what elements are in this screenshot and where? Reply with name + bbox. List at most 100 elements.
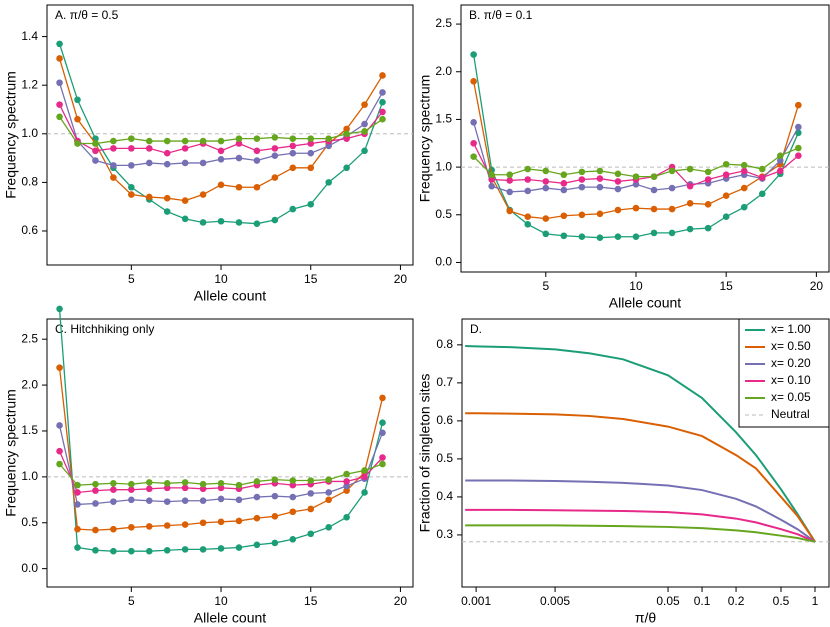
x-tick-label: 5 bbox=[128, 272, 135, 286]
data-point bbox=[145, 193, 153, 201]
data-point bbox=[217, 484, 225, 492]
data-point bbox=[343, 125, 350, 133]
data-point bbox=[163, 546, 171, 554]
data-point bbox=[235, 183, 243, 191]
data-point bbox=[271, 174, 279, 181]
data-point bbox=[110, 174, 117, 181]
data-point bbox=[128, 191, 135, 198]
data-point bbox=[361, 147, 368, 155]
data-point bbox=[181, 145, 189, 152]
legend-frame bbox=[738, 318, 830, 428]
data-point bbox=[470, 153, 477, 160]
data-point bbox=[181, 137, 189, 145]
data-point bbox=[56, 422, 63, 429]
x-tick-label: 0.001 bbox=[461, 594, 491, 608]
data-point bbox=[343, 470, 350, 478]
data-point bbox=[235, 135, 243, 142]
data-point bbox=[343, 130, 350, 138]
data-point bbox=[289, 149, 297, 157]
data-point bbox=[578, 176, 586, 183]
legend-label: x= 0.10 bbox=[771, 373, 811, 387]
data-point bbox=[235, 481, 243, 489]
data-point bbox=[307, 140, 315, 147]
data-point bbox=[596, 210, 604, 218]
legend-label: x= 0.50 bbox=[771, 339, 811, 353]
data-point bbox=[560, 171, 568, 179]
data-point bbox=[128, 162, 135, 169]
data-point bbox=[199, 191, 207, 198]
data-point bbox=[740, 167, 748, 175]
data-point bbox=[578, 211, 586, 219]
y-tick-label: 0.3 bbox=[436, 527, 453, 541]
data-point bbox=[56, 305, 63, 313]
x-tick-label: 0.005 bbox=[540, 594, 570, 608]
data-point bbox=[199, 480, 207, 488]
data-point bbox=[379, 98, 386, 106]
data-point bbox=[758, 165, 766, 173]
data-point bbox=[235, 154, 243, 162]
data-point bbox=[596, 175, 604, 182]
data-point bbox=[253, 147, 261, 155]
data-point bbox=[686, 200, 694, 207]
data-point bbox=[668, 205, 676, 213]
data-point bbox=[578, 233, 586, 241]
y-tick-label: 1.0 bbox=[21, 469, 38, 483]
panel-title: C. Hitchhiking only bbox=[55, 322, 154, 336]
data-point bbox=[361, 101, 368, 108]
data-point bbox=[560, 212, 568, 220]
data-point bbox=[614, 178, 622, 185]
data-point bbox=[668, 184, 676, 192]
data-point bbox=[128, 496, 135, 504]
data-point bbox=[217, 217, 225, 225]
y-tick-label: 1.2 bbox=[21, 77, 38, 91]
data-point bbox=[74, 525, 81, 533]
x-tick-label: 0.1 bbox=[694, 594, 711, 608]
plot-frame bbox=[46, 318, 414, 588]
data-point bbox=[163, 484, 171, 492]
data-point bbox=[614, 206, 622, 214]
data-point bbox=[56, 40, 63, 48]
data-point bbox=[488, 171, 495, 179]
data-point bbox=[181, 497, 189, 505]
data-point bbox=[271, 539, 279, 547]
data-point bbox=[110, 525, 117, 533]
data-point bbox=[668, 229, 676, 237]
data-point bbox=[614, 185, 622, 193]
x-tick-label: 1 bbox=[812, 594, 819, 608]
data-point bbox=[56, 460, 63, 468]
data-point bbox=[199, 497, 207, 505]
data-point bbox=[325, 524, 332, 531]
data-point bbox=[686, 165, 694, 173]
data-point bbox=[506, 207, 514, 215]
data-point bbox=[560, 186, 568, 194]
y-tick-label: 0.4 bbox=[436, 489, 453, 503]
data-point bbox=[379, 72, 386, 79]
data-point bbox=[506, 177, 514, 184]
y-tick-label: 1.5 bbox=[435, 112, 452, 126]
data-point bbox=[56, 101, 63, 108]
data-point bbox=[524, 165, 532, 173]
data-point bbox=[163, 137, 171, 145]
y-tick-label: 2.0 bbox=[435, 64, 452, 78]
data-point bbox=[289, 164, 297, 172]
x-tick-label: 15 bbox=[304, 272, 318, 286]
data-point bbox=[235, 219, 243, 226]
series-line bbox=[58, 308, 384, 552]
data-point bbox=[307, 530, 315, 538]
x-axis-label: Allele count bbox=[194, 288, 266, 304]
data-point bbox=[289, 481, 297, 489]
data-point bbox=[307, 490, 315, 497]
y-tick-label: 0.7 bbox=[436, 375, 453, 389]
y-axis-label: Fraction of singleton sites bbox=[417, 374, 433, 533]
data-point bbox=[325, 142, 332, 150]
data-point bbox=[217, 479, 225, 487]
data-point bbox=[92, 487, 99, 494]
data-point bbox=[289, 135, 297, 142]
data-point bbox=[560, 180, 568, 187]
x-tick-label: 10 bbox=[214, 594, 228, 608]
data-point bbox=[632, 180, 640, 188]
data-point bbox=[163, 160, 171, 168]
y-tick-label: 1.0 bbox=[21, 126, 38, 140]
x-axis-label: Allele count bbox=[609, 295, 681, 311]
